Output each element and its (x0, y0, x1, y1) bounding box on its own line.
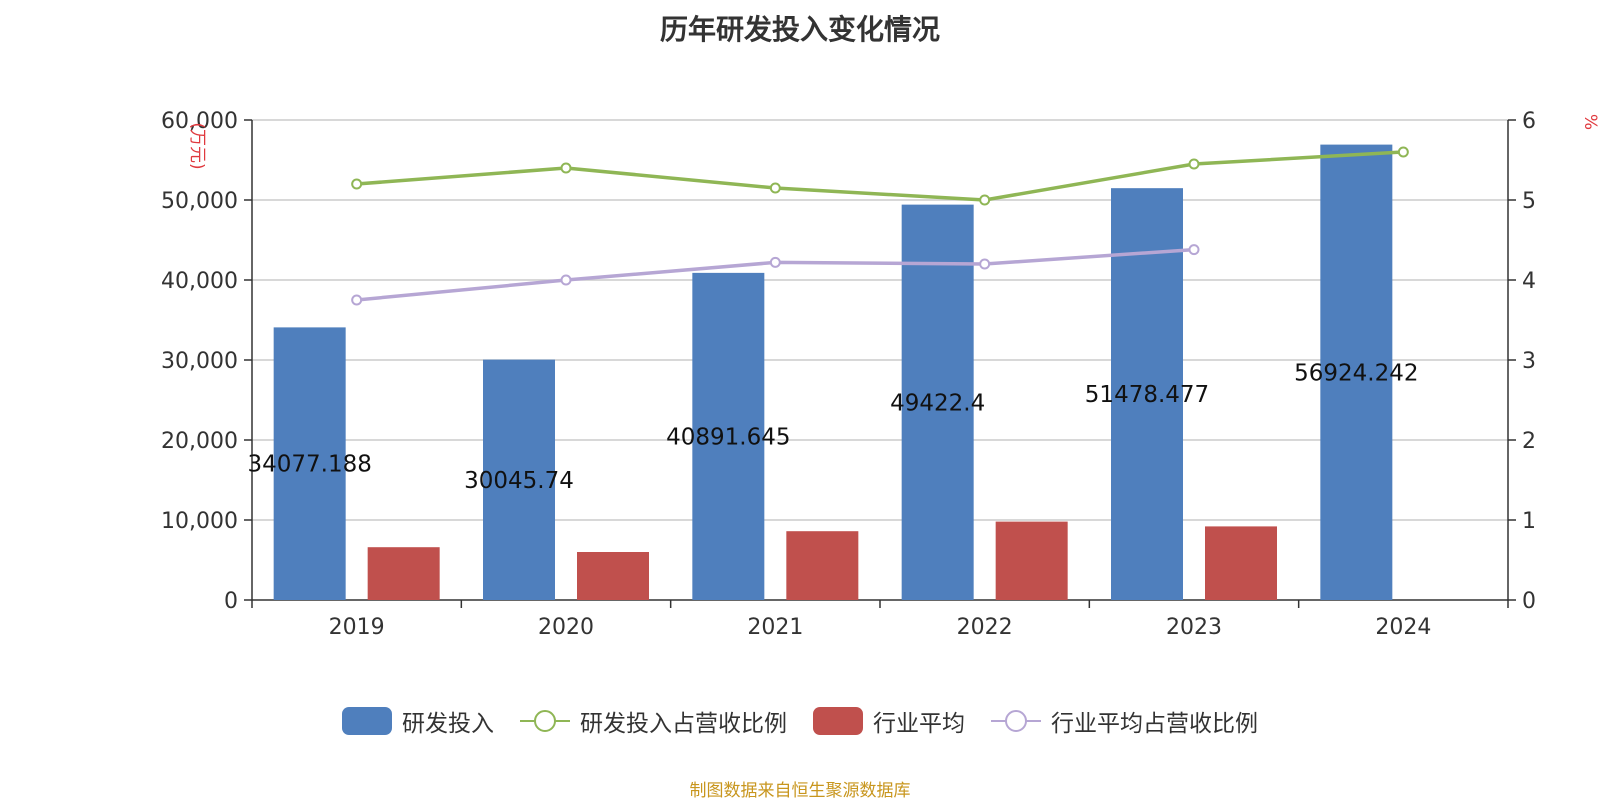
point-industry-ratio (979, 258, 991, 270)
point-industry-ratio (769, 256, 781, 268)
legend-item-industry-avg[interactable]: 行业平均 (813, 704, 965, 738)
x-axis-tick-label: 2020 (538, 615, 594, 640)
gridlines (252, 119, 1508, 521)
legend-swatch-industry-avg (813, 707, 863, 735)
bar-rd-investment (901, 204, 974, 601)
right-axis-tick-label: 3 (1522, 349, 1536, 374)
legend: 研发投入 研发投入占营收比例 行业平均 行业平均占营收比例 (0, 704, 1600, 738)
bar-data-label: 51478.477 (1085, 382, 1209, 408)
legend-label: 行业平均 (873, 711, 965, 737)
bar-industry-avg (1205, 526, 1277, 600)
left-axis-tick-label: 0 (224, 589, 238, 614)
bar-rd-investment (273, 327, 346, 600)
bar-industry-avg (995, 521, 1068, 600)
bar-data-label: 34077.188 (247, 452, 371, 478)
legend-swatch-industry-ratio (991, 710, 1041, 732)
bar-rd-investment (1111, 188, 1183, 600)
bar-industry-avg (577, 552, 649, 600)
point-industry-ratio (351, 294, 363, 306)
source-note: 制图数据来自恒生聚源数据库 (689, 781, 911, 801)
bar-rd-investment (483, 359, 555, 600)
line-rd-ratio (356, 150, 1404, 202)
right-axis-tick-label: 2 (1522, 429, 1536, 454)
point-industry-ratio (560, 274, 572, 286)
x-axis-tick-label: 2019 (329, 615, 385, 640)
right-axis-unit-label: % (1580, 114, 1600, 130)
bar-data-label: 40891.645 (666, 424, 790, 450)
axes: 0 10,000 20,000 30,000 40,000 50,000 60,000 0 1 2… (161, 109, 1536, 640)
data-labels: 34077.188 30045.74 40891.645 49422.4 51478.4… (247, 360, 1418, 494)
point-industry-ratio (1188, 244, 1200, 256)
bar-data-label: 56924.242 (1294, 360, 1418, 386)
bar-rd-investment (1320, 144, 1393, 600)
point-rd-ratio (560, 162, 572, 174)
left-axis-tick-label: 40,000 (161, 269, 238, 294)
left-axis-tick-label: 20,000 (161, 429, 238, 454)
right-axis-tick-label: 4 (1522, 269, 1536, 294)
point-rd-ratio (351, 178, 363, 190)
x-axis-tick-label: 2024 (1375, 615, 1431, 640)
bar-data-label: 49422.4 (890, 390, 985, 416)
bars (273, 144, 1393, 601)
bar-data-label: 30045.74 (464, 468, 574, 494)
left-axis-tick-label: 60,000 (161, 109, 238, 134)
x-axis-tick-label: 2021 (747, 615, 803, 640)
point-rd-ratio (979, 194, 991, 206)
point-rd-ratio (1397, 146, 1409, 158)
bar-industry-avg (367, 547, 440, 600)
bar-rd-investment (692, 272, 765, 600)
left-axis-tick-label: 50,000 (161, 189, 238, 214)
right-axis-tick-label: 0 (1522, 589, 1536, 614)
legend-swatch-rd-investment (342, 707, 392, 735)
lines (351, 146, 1409, 306)
chart-title: 历年研发投入变化情况 (659, 13, 940, 46)
legend-item-industry-ratio[interactable]: 行业平均占营收比例 (991, 704, 1258, 738)
legend-item-rd-ratio[interactable]: 研发投入占营收比例 (520, 704, 787, 738)
x-axis-tick-label: 2022 (957, 615, 1013, 640)
left-axis-tick-label: 30,000 (161, 349, 238, 374)
chart-plot: 0 10,000 20,000 30,000 40,000 50,000 60,000 0 1 2… (161, 109, 1600, 640)
right-axis-tick-label: 1 (1522, 509, 1536, 534)
x-axis-tick-label: 2023 (1166, 615, 1222, 640)
legend-label: 研发投入占营收比例 (580, 711, 787, 737)
legend-label: 行业平均占营收比例 (1051, 711, 1258, 737)
point-rd-ratio (1188, 158, 1200, 170)
right-axis-tick-label: 6 (1522, 109, 1536, 134)
right-axis-tick-label: 5 (1522, 189, 1536, 214)
left-axis-tick-label: 10,000 (161, 509, 238, 534)
point-rd-ratio (769, 182, 781, 194)
left-axis-unit-label: (万元) (187, 122, 207, 169)
bar-industry-avg (786, 531, 859, 600)
legend-swatch-rd-ratio (520, 710, 570, 732)
legend-label: 研发投入 (402, 711, 494, 737)
legend-item-rd-investment[interactable]: 研发投入 (342, 704, 494, 738)
